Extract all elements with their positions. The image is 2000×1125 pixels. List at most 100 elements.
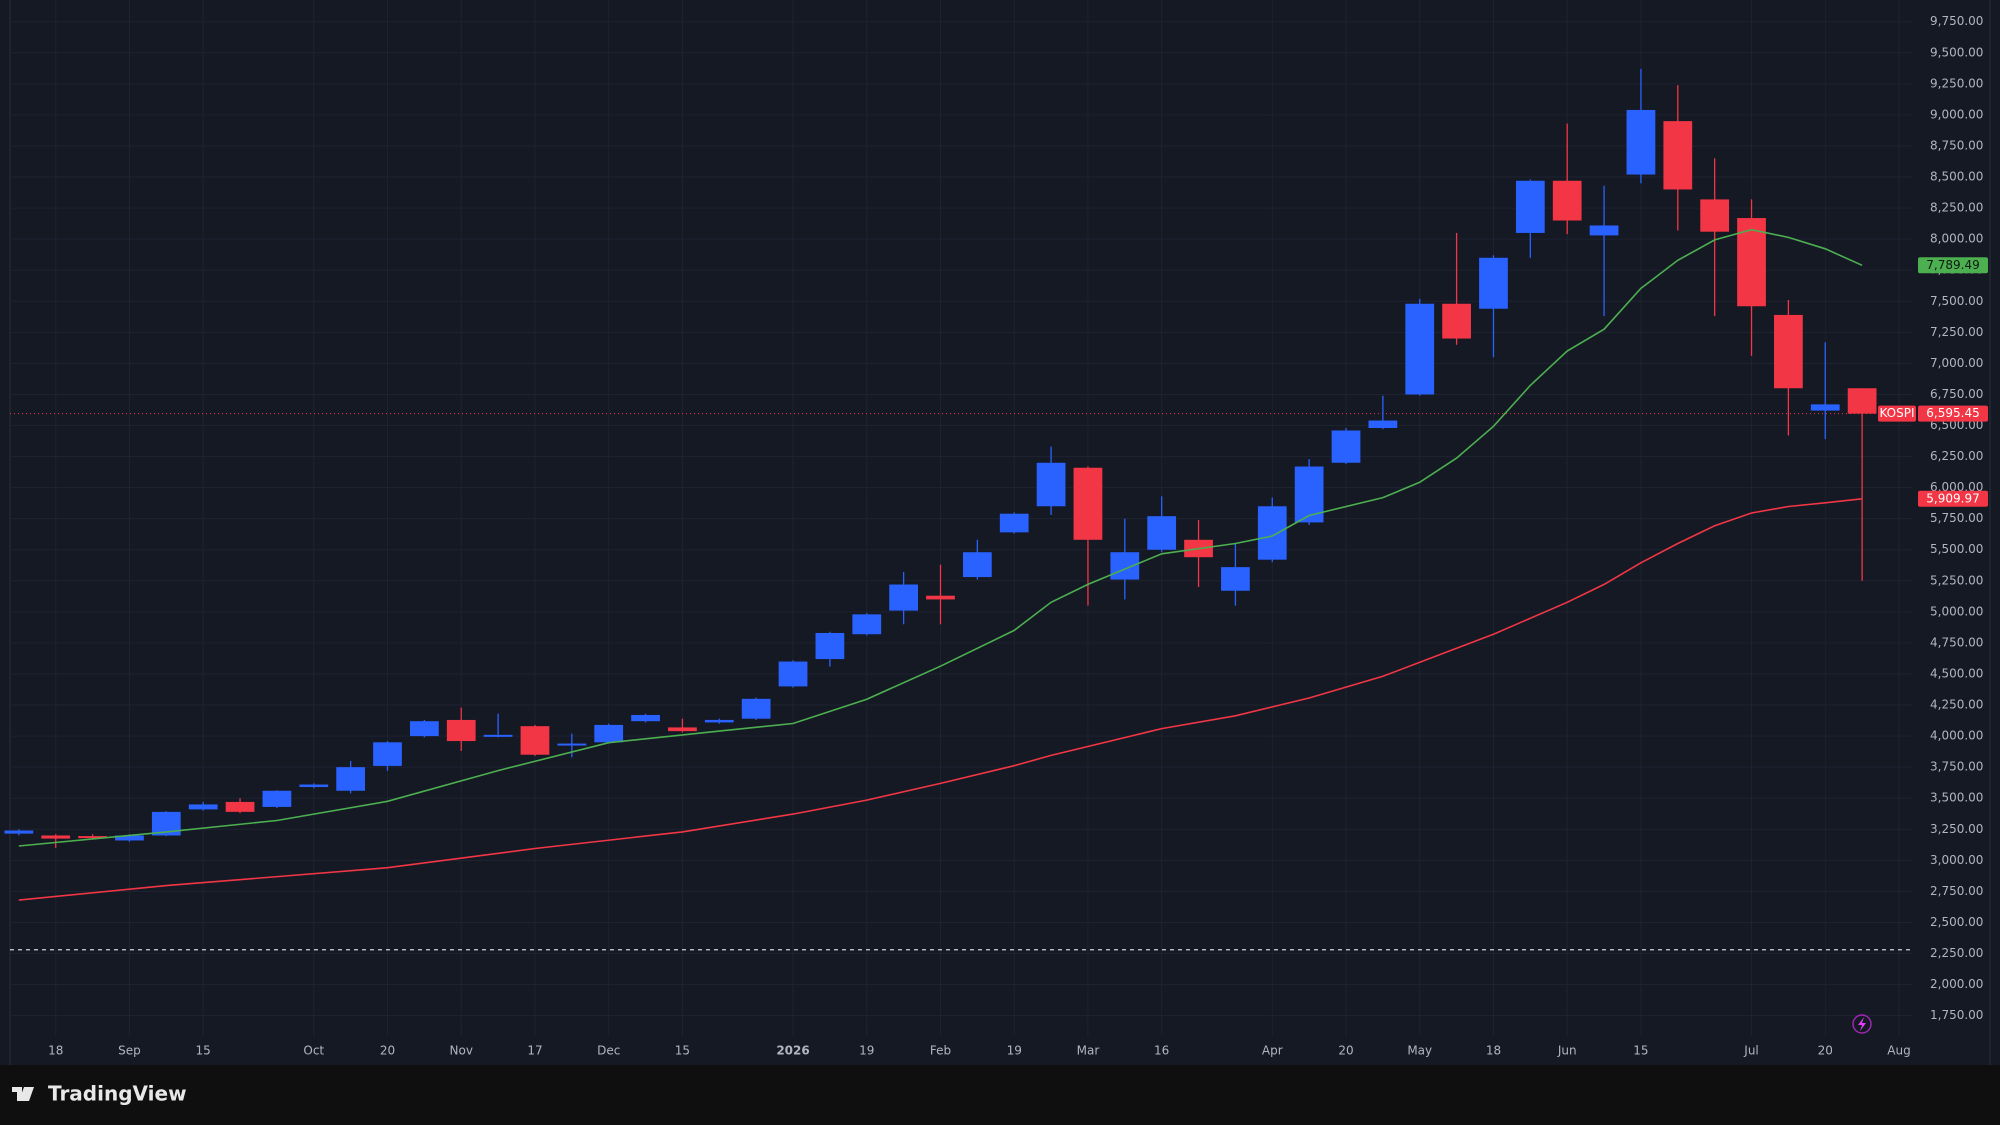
- x-tick-label: 2026: [776, 1044, 809, 1058]
- x-tick-label: 17: [527, 1044, 542, 1058]
- price-tag-label: 5,909.97: [1926, 491, 1979, 505]
- candle-body: [1700, 199, 1730, 232]
- y-tick-label: 3,500.00: [1930, 791, 1983, 805]
- x-tick-label: Feb: [930, 1044, 951, 1058]
- candle-body: [1257, 506, 1287, 560]
- y-tick-label: 8,000.00: [1930, 232, 1983, 246]
- candle-body: [520, 726, 550, 755]
- x-tick-label: Aug: [1887, 1044, 1910, 1058]
- y-tick-label: 4,500.00: [1930, 666, 1983, 680]
- y-tick-label: 3,250.00: [1930, 822, 1983, 836]
- lightning-icon[interactable]: [1852, 1014, 1872, 1034]
- price-tag: [1918, 405, 1988, 422]
- candle-body: [78, 836, 107, 839]
- candle-body: [1774, 314, 1803, 389]
- footer-brand: TradingView: [48, 1082, 187, 1106]
- x-tick-label: 18: [1486, 1044, 1501, 1058]
- y-tick-label: 8,750.00: [1930, 138, 1983, 152]
- y-tick-label: 8,500.00: [1930, 170, 1983, 184]
- price-tags: 7,789.49 5,909.97 KOSPI 6,595.45: [1878, 257, 1988, 507]
- candle-body: [1479, 257, 1508, 309]
- candle-body: [1294, 466, 1324, 523]
- y-tick-label: 5,500.00: [1930, 542, 1983, 556]
- candle-body: [1221, 567, 1250, 591]
- candle-body: [926, 595, 955, 600]
- candle-body: [1589, 225, 1619, 236]
- candle-body: [999, 513, 1029, 533]
- x-tick-label: 15: [1633, 1044, 1648, 1058]
- y-tick-label: 6,750.00: [1930, 387, 1983, 401]
- candle-body: [1405, 303, 1435, 395]
- icon-circle[interactable]: [1852, 1014, 1872, 1034]
- y-tick-label: 2,750.00: [1930, 884, 1983, 898]
- candle-body: [815, 632, 845, 660]
- y-tick-label: 9,750.00: [1930, 14, 1983, 28]
- y-tick-label: 9,000.00: [1930, 107, 1983, 121]
- candle-body: [262, 790, 292, 807]
- x-tick-label: 19: [859, 1044, 874, 1058]
- candle-body: [1663, 121, 1693, 190]
- y-tick-label: 8,250.00: [1930, 201, 1983, 215]
- candle-body: [594, 724, 624, 743]
- plot: 1,750.00 2,000.00 2,250.00 2,500.00 2,750.00…: [4, 0, 1983, 1058]
- x-tick-label: Jun: [1557, 1044, 1577, 1058]
- y-tick-label: 9,250.00: [1930, 76, 1983, 90]
- candle-body: [483, 734, 513, 737]
- x-tick-label: Dec: [597, 1044, 620, 1058]
- price-tag: [1918, 257, 1988, 274]
- x-tick-label: 16: [1154, 1044, 1169, 1058]
- y-tick-label: 7,250.00: [1930, 325, 1983, 339]
- candle-body: [336, 767, 366, 791]
- y-tick-label: 2,000.00: [1930, 977, 1983, 991]
- y-tick-label: 5,000.00: [1930, 604, 1983, 618]
- icon-bolt[interactable]: [1858, 1017, 1866, 1031]
- x-tick-label: May: [1407, 1044, 1432, 1058]
- moving-average-line: [18, 228, 1863, 847]
- candle-body: [225, 801, 255, 812]
- candle-body: [1552, 180, 1582, 221]
- candle-body: [1515, 180, 1545, 233]
- candle-body: [778, 661, 808, 687]
- candle-body: [1073, 467, 1103, 540]
- candle-body: [151, 811, 181, 836]
- candle-body: [1626, 109, 1656, 175]
- y-tick-label: 4,750.00: [1930, 635, 1983, 649]
- y-tick-label: 4,000.00: [1930, 729, 1983, 743]
- candle-body: [668, 727, 697, 732]
- candle-body: [741, 698, 771, 719]
- y-tick-label: 6,250.00: [1930, 449, 1983, 463]
- candle-body: [852, 614, 882, 635]
- y-tick-label: 7,000.00: [1930, 356, 1983, 370]
- y-tick-label: 2,500.00: [1930, 915, 1983, 929]
- y-tick-label: 3,000.00: [1930, 853, 1983, 867]
- candle-body: [4, 830, 34, 834]
- candle-body: [631, 714, 660, 722]
- price-tag: [1918, 490, 1988, 507]
- y-tick-label: 1,750.00: [1930, 1008, 1983, 1022]
- candle-body: [41, 835, 71, 839]
- x-tick-label: Nov: [450, 1044, 473, 1058]
- candle-body: [704, 719, 734, 723]
- price-tag-label: 6,595.45: [1926, 406, 1979, 420]
- x-tick-label: 15: [196, 1044, 211, 1058]
- x-tick-label: 15: [675, 1044, 690, 1058]
- candle-body: [1110, 552, 1140, 580]
- x-tick-label: 18: [48, 1044, 63, 1058]
- y-tick-label: 7,500.00: [1930, 294, 1983, 308]
- x-tick-label: Mar: [1077, 1044, 1100, 1058]
- candle-body: [1036, 462, 1066, 507]
- moving-average-line: [18, 498, 1863, 901]
- candle-body: [962, 552, 992, 578]
- x-tick-label: 19: [1007, 1044, 1022, 1058]
- candle-body: [409, 721, 439, 737]
- candle-body: [1331, 430, 1361, 463]
- y-tick-label: 6,000.00: [1930, 480, 1983, 494]
- candle-body: [115, 835, 144, 841]
- footer-background: [0, 1065, 2000, 1125]
- logo-icon: [12, 1087, 34, 1101]
- x-tick-label: 20: [1338, 1044, 1353, 1058]
- candle-body: [889, 584, 918, 611]
- candle-body: [1847, 388, 1877, 414]
